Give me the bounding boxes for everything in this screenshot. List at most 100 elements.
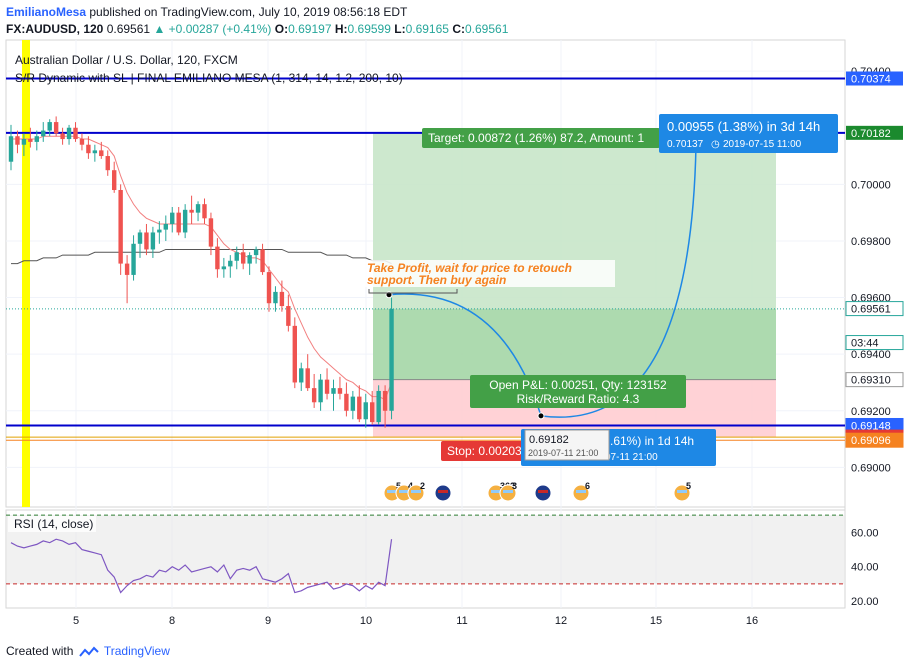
candle-body	[170, 212, 175, 224]
candle-body	[357, 396, 362, 420]
candle	[253, 246, 259, 264]
candle-body	[286, 306, 291, 326]
candle-body	[215, 246, 220, 270]
ema-line	[11, 135, 393, 401]
event-count: 6	[585, 481, 590, 491]
time-tick-label: 5	[73, 615, 79, 627]
clock-icon: ◷	[711, 139, 720, 150]
candle	[247, 252, 252, 275]
level-label-tag[interactable]: 0.70182	[846, 125, 903, 140]
candle-body	[66, 127, 72, 140]
candle	[92, 144, 98, 162]
candle	[182, 204, 188, 239]
candle-body	[344, 393, 349, 411]
candle-body	[318, 379, 323, 403]
candle-body	[157, 229, 162, 233]
level-label-tag[interactable]: 0.70374	[846, 71, 903, 86]
projection-callout-first[interactable]: 0.69182 2019-07-11 21:00	[524, 429, 610, 461]
candle-body	[273, 291, 278, 304]
projection-callout-final[interactable]: 0.00955 (1.38%) in 3d 14h 0.70137 ◷ 2019…	[659, 114, 838, 153]
target-label[interactable]: Target: 0.00872 (1.26%) 87.2, Amount: 1	[422, 128, 660, 148]
candle	[228, 255, 233, 278]
price-axis[interactable]: 0.704000.700000.698000.696000.694000.692…	[845, 66, 904, 474]
low-label: L:	[394, 22, 406, 36]
time-axis[interactable]: 5 8 9 10 11 12 15 16	[73, 615, 758, 627]
note-label[interactable]: Take Profit, wait for price to retouch s…	[365, 260, 615, 294]
symbol-label: FX:AUDUSD, 120	[6, 22, 104, 36]
candle	[389, 297, 394, 420]
price-label-tag[interactable]: 0.69310	[845, 372, 904, 388]
candle-body	[92, 150, 98, 154]
flag-stripe	[538, 490, 548, 493]
candle-body	[382, 390, 388, 411]
candle-body	[144, 232, 149, 250]
event-bubble[interactable]	[534, 484, 552, 502]
event-bubble[interactable]: 3	[499, 481, 517, 502]
candle	[150, 226, 156, 258]
level-label-bg	[846, 125, 903, 140]
event-bubble[interactable]: 5	[673, 481, 691, 502]
price-label-tag[interactable]: 0.69561	[845, 301, 904, 317]
path-leg-up[interactable]	[540, 145, 697, 418]
price-label-tag[interactable]: 0.69096	[845, 432, 904, 448]
candle	[202, 198, 207, 224]
candle	[273, 286, 278, 312]
candle	[21, 133, 27, 157]
open-label: O:	[274, 22, 289, 36]
candle	[324, 368, 330, 400]
candle-body	[112, 170, 117, 191]
candle	[47, 119, 52, 137]
candles	[8, 116, 394, 428]
flag-stripe	[411, 490, 421, 493]
event-count: 5	[396, 481, 401, 491]
event-bubble[interactable]: 4	[395, 481, 413, 502]
event-bubble[interactable]: 5	[383, 481, 401, 502]
economic-events[interactable]: 542362365	[383, 481, 691, 502]
candle	[357, 385, 362, 423]
candle	[318, 373, 323, 411]
event-bubble[interactable]: 6	[572, 481, 590, 502]
candle-body	[292, 325, 297, 383]
position-zones	[373, 132, 776, 438]
candle-body	[53, 122, 59, 134]
high-label: H:	[334, 22, 348, 36]
candle	[215, 238, 220, 278]
candle-body	[253, 249, 259, 256]
price-label-tag[interactable]: 0.69148	[845, 417, 904, 433]
time-tick-label: 16	[746, 615, 758, 627]
candle-body	[389, 308, 394, 411]
rsi-legend[interactable]: RSI (14, close)	[8, 516, 96, 532]
price-tick-label: 0.69400	[851, 349, 891, 361]
tradingview-logo-text[interactable]: TradingView	[103, 644, 170, 658]
event-count: 3	[512, 481, 517, 491]
candle-body	[99, 150, 104, 157]
low-value: 0.69165	[405, 22, 449, 36]
candle	[53, 116, 59, 137]
svg-text:Target: 0.00872 (1.26%) 87.2,: Target: 0.00872 (1.26%) 87.2, Amount: 1	[428, 131, 644, 145]
event-bubble[interactable]: 2	[407, 481, 425, 502]
candle	[350, 390, 356, 420]
time-tick-label: 15	[650, 615, 662, 627]
pnl-label[interactable]: Open P&L: 0.00251, Qty: 123152 Risk/Rewa…	[470, 375, 686, 408]
candle	[292, 317, 297, 389]
price-label-tag[interactable]: 03:44	[845, 335, 904, 351]
candle	[73, 122, 78, 142]
candle-body	[363, 402, 368, 420]
svg-text:Stop: 0.00203: Stop: 0.00203	[447, 444, 522, 458]
candle-body	[208, 218, 214, 247]
candle-body	[195, 204, 201, 213]
candle	[376, 385, 381, 425]
candle-body	[376, 390, 381, 423]
event-bubble[interactable]	[434, 484, 452, 502]
flag-stripe	[387, 490, 397, 493]
candle-body	[279, 291, 285, 307]
path-anchor-point[interactable]	[537, 412, 545, 420]
candle-body	[21, 139, 27, 145]
flag-stripe	[399, 490, 409, 493]
price-tick-label: 0.69800	[851, 236, 891, 248]
candle-body	[234, 252, 239, 261]
last-price: 0.69561	[106, 22, 151, 36]
author-name[interactable]: EmilianoMesa	[6, 5, 87, 19]
candle-body	[73, 127, 78, 140]
